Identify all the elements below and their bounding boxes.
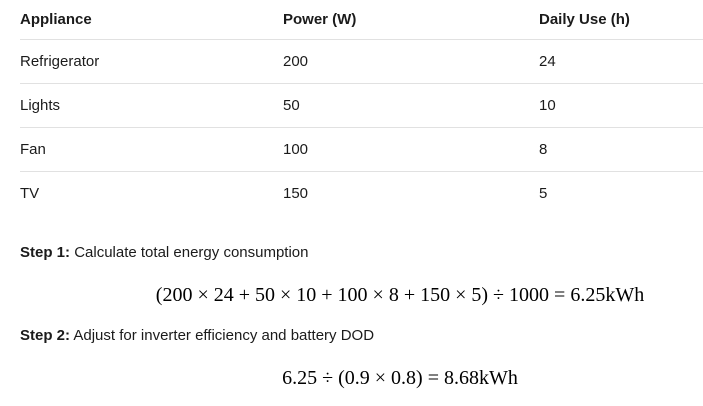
table-row: Fan 100 8 [20, 127, 703, 172]
column-header-daily-use: Daily Use (h) [539, 0, 703, 40]
step-1-text: Calculate total energy consumption [74, 244, 309, 261]
step-1-label: Step 1: [20, 244, 71, 261]
cell-appliance: Lights [20, 83, 283, 128]
cell-power: 150 [283, 185, 309, 202]
cell-appliance: TV [20, 185, 40, 202]
appliance-table: Appliance Power (W) Daily Use (h) Refrig… [20, 0, 703, 215]
step-2-formula: 6.25 ÷ (0.9 × 0.8) = 8.68kWh [282, 367, 518, 389]
table-row: TV 150 5 [20, 172, 703, 216]
step-2-heading: Step 2: Adjust for inverter efficiency a… [20, 326, 703, 346]
cell-daily-use: 5 [539, 185, 548, 202]
cell-appliance: Refrigerator [20, 39, 283, 84]
cell-power: 50 [283, 83, 539, 128]
cell-power: 100 [283, 127, 539, 172]
cell-power: 200 [283, 39, 539, 84]
document-page: Appliance Power (W) Daily Use (h) Refrig… [20, 0, 703, 389]
column-header-appliance: Appliance [20, 0, 283, 40]
cell-daily-use: 8 [539, 127, 703, 172]
cell-daily-use: 10 [539, 83, 703, 128]
column-header-power: Power (W) [283, 0, 539, 40]
table-row: Lights 50 10 [20, 83, 703, 128]
cell-appliance: Fan [20, 127, 283, 172]
step-1-formula: (200 × 24 + 50 × 10 + 100 × 8 + 150 × 5)… [155, 284, 645, 306]
step-1-heading: Step 1: Calculate total energy consumpti… [20, 243, 703, 263]
step-2-text: Adjust for inverter efficiency and batte… [73, 327, 375, 344]
step-2-label: Step 2: [20, 327, 71, 344]
table-row: Refrigerator 200 24 [20, 39, 703, 84]
cell-daily-use: 24 [539, 39, 703, 84]
table-header-row: Appliance Power (W) Daily Use (h) [20, 0, 703, 40]
